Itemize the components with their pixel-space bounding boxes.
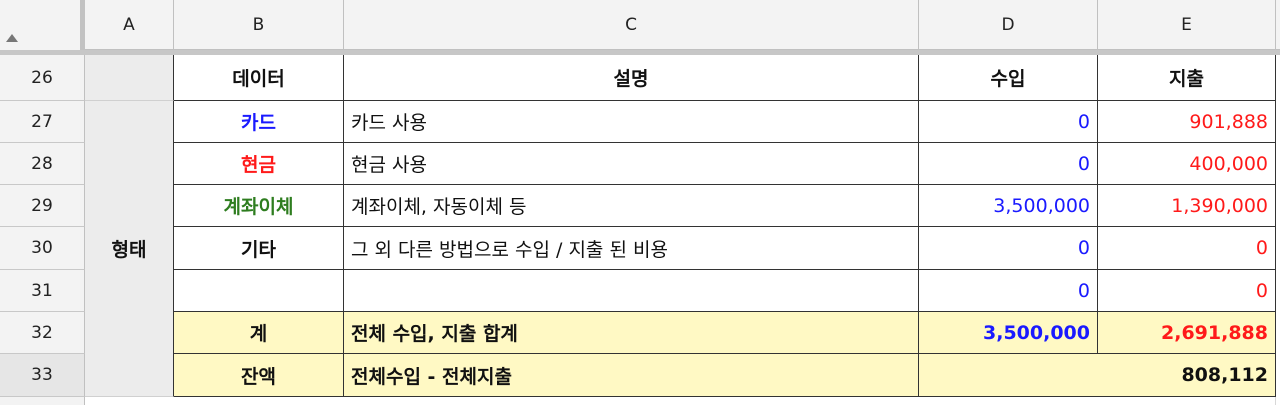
row-header-32[interactable]: 32 xyxy=(0,312,85,354)
row-header-28[interactable]: 28 xyxy=(0,143,85,185)
group-label-cell[interactable]: 형태 xyxy=(85,101,174,397)
row-header-34 xyxy=(0,397,85,405)
header-description[interactable]: 설명 xyxy=(344,55,919,101)
item-desc-empty[interactable] xyxy=(344,270,919,312)
total-income[interactable]: 3,500,000 xyxy=(919,312,1098,354)
row-header-30[interactable]: 30 xyxy=(0,227,85,270)
item-name-cash[interactable]: 현금 xyxy=(174,143,344,185)
header-expense[interactable]: 지출 xyxy=(1098,55,1276,101)
item-name-card[interactable]: 카드 xyxy=(174,101,344,143)
balance-description[interactable]: 전체수입 - 전체지출 xyxy=(344,354,919,397)
item-name-transfer[interactable]: 계좌이체 xyxy=(174,185,344,227)
column-header-c[interactable]: C xyxy=(344,0,919,50)
row-header-27[interactable]: 27 xyxy=(0,101,85,143)
item-income-card[interactable]: 0 xyxy=(919,101,1098,143)
balance-value[interactable]: 808,112 xyxy=(919,354,1276,397)
column-header-b[interactable]: B xyxy=(174,0,344,50)
row-34-partial xyxy=(85,397,1276,405)
frozen-row-divider[interactable] xyxy=(0,50,1280,55)
item-name-empty[interactable] xyxy=(174,270,344,312)
select-all-corner[interactable] xyxy=(0,0,85,55)
total-description[interactable]: 전체 수입, 지출 합계 xyxy=(344,312,919,354)
header-data[interactable]: 데이터 xyxy=(174,55,344,101)
item-income-cash[interactable]: 0 xyxy=(919,143,1098,185)
sort-triangle-icon xyxy=(6,34,18,42)
item-name-other[interactable]: 기타 xyxy=(174,227,344,270)
column-header-extra xyxy=(1276,0,1280,50)
row-header-29[interactable]: 29 xyxy=(0,185,85,227)
balance-label[interactable]: 잔액 xyxy=(174,354,344,397)
item-desc-other[interactable]: 그 외 다른 방법으로 수입 / 지출 된 비용 xyxy=(344,227,919,270)
column-header-a[interactable]: A xyxy=(85,0,174,50)
item-expense-other[interactable]: 0 xyxy=(1098,227,1276,270)
item-desc-cash[interactable]: 현금 사용 xyxy=(344,143,919,185)
row-header-26[interactable]: 26 xyxy=(0,55,85,101)
header-income[interactable]: 수입 xyxy=(919,55,1098,101)
row-header-33[interactable]: 33 xyxy=(0,354,85,397)
total-expense[interactable]: 2,691,888 xyxy=(1098,312,1276,354)
item-income-other[interactable]: 0 xyxy=(919,227,1098,270)
total-label[interactable]: 계 xyxy=(174,312,344,354)
column-header-e[interactable]: E xyxy=(1098,0,1276,50)
column-header-d[interactable]: D xyxy=(919,0,1098,50)
item-expense-transfer[interactable]: 1,390,000 xyxy=(1098,185,1276,227)
item-desc-transfer[interactable]: 계좌이체, 자동이체 등 xyxy=(344,185,919,227)
item-desc-card[interactable]: 카드 사용 xyxy=(344,101,919,143)
item-expense-card[interactable]: 901,888 xyxy=(1098,101,1276,143)
item-income-transfer[interactable]: 3,500,000 xyxy=(919,185,1098,227)
row-header-31[interactable]: 31 xyxy=(0,270,85,312)
item-expense-empty[interactable]: 0 xyxy=(1098,270,1276,312)
item-expense-cash[interactable]: 400,000 xyxy=(1098,143,1276,185)
cell-a26[interactable] xyxy=(85,55,174,101)
item-income-empty[interactable]: 0 xyxy=(919,270,1098,312)
